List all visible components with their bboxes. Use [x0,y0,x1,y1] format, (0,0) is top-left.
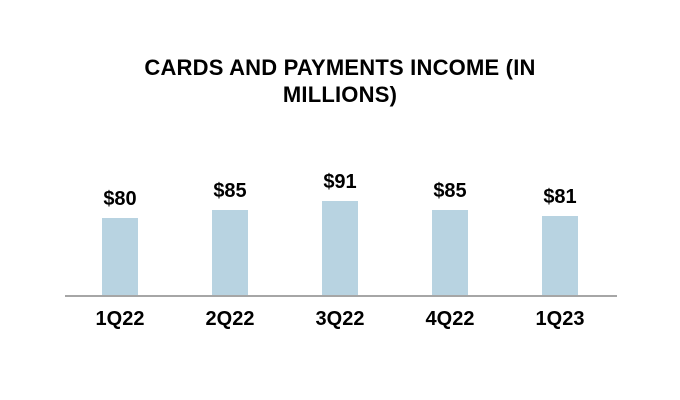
category-label-1q22: 1Q22 [95,308,145,330]
value-label-1q23: $81 [543,186,577,208]
chart-title: CARDS AND PAYMENTS INCOME (IN MILLIONS) [0,54,680,108]
chart-title-line1: CARDS AND PAYMENTS INCOME (IN [144,55,536,80]
value-label-1q22: $80 [103,188,137,210]
bar-3q22 [322,201,358,295]
chart-title-line2: MILLIONS) [282,82,398,107]
x-axis-line [65,295,617,297]
bar-1q23 [542,216,578,295]
category-label-3q22: 3Q22 [315,308,365,330]
value-label-2q22: $85 [213,180,247,202]
bar-4q22 [432,210,468,295]
category-label-1q23: 1Q23 [535,308,585,330]
value-label-3q22: $91 [323,171,357,193]
category-label-4q22: 4Q22 [425,308,475,330]
bar-2q22 [212,210,248,295]
value-label-4q22: $85 [433,180,467,202]
category-label-2q22: 2Q22 [205,308,255,330]
bar-1q22 [102,218,138,295]
